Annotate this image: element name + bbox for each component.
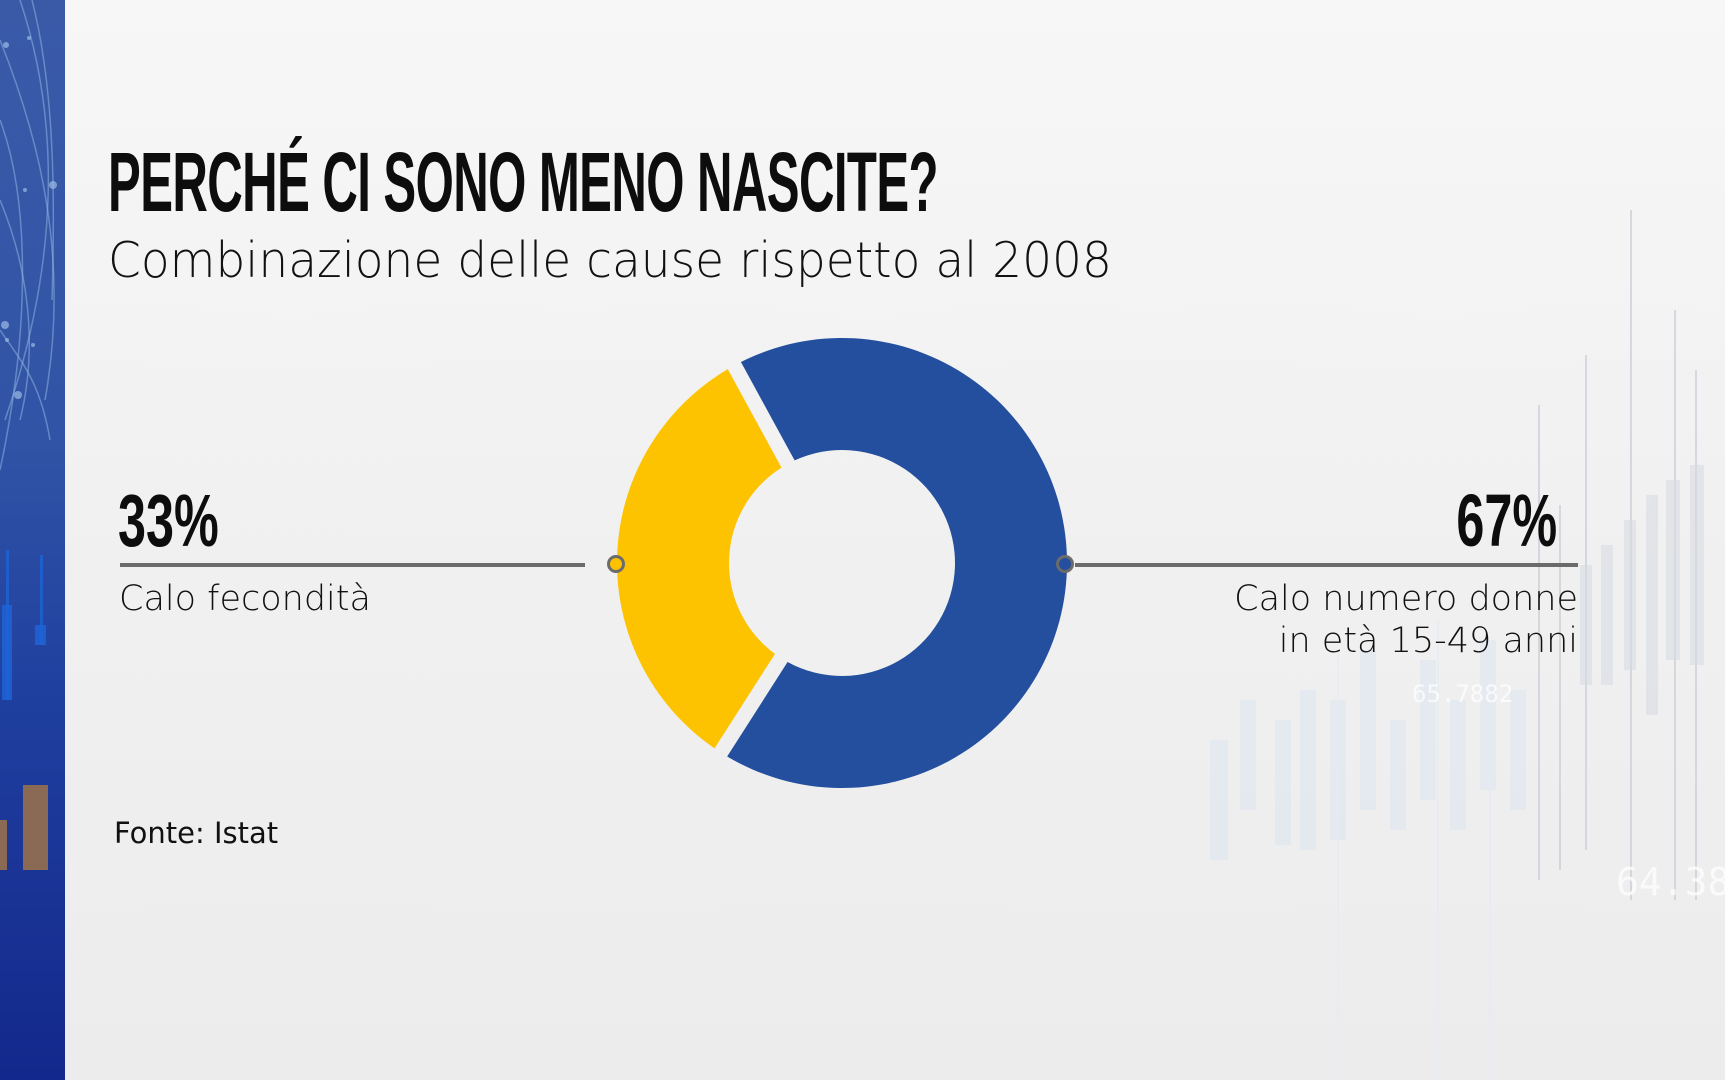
leader-dot-right-icon xyxy=(1056,555,1074,573)
leader-line-left xyxy=(120,563,585,567)
page-title: PERCHÉ CI SONO MENO NASCITE? xyxy=(108,135,939,229)
category-label-right: Calo numero donne in età 15-49 anni xyxy=(1234,578,1578,662)
leader-line-right xyxy=(1075,563,1578,567)
category-label-right-line-2: in età 15-49 anni xyxy=(1278,621,1578,661)
source-note: Fonte: Istat xyxy=(114,816,279,850)
page-subtitle: Combinazione delle cause rispetto al 200… xyxy=(108,232,1112,289)
category-label-left: Calo fecondità xyxy=(119,579,371,619)
value-label-left: 33% xyxy=(118,479,219,562)
decorative-number: 64.38 xyxy=(1616,860,1725,904)
network-lines-icon xyxy=(0,0,57,870)
donut-segment-calo-donne xyxy=(727,338,1067,788)
value-label-right: 67% xyxy=(1456,479,1557,562)
leader-dot-left-icon xyxy=(607,555,625,573)
category-label-right-line-1: Calo numero donne xyxy=(1234,579,1578,619)
sidebar-decoration xyxy=(0,0,65,1080)
donut-segment-calo-fecondita xyxy=(617,369,782,749)
decorative-number: 65.7882 xyxy=(1412,680,1514,708)
